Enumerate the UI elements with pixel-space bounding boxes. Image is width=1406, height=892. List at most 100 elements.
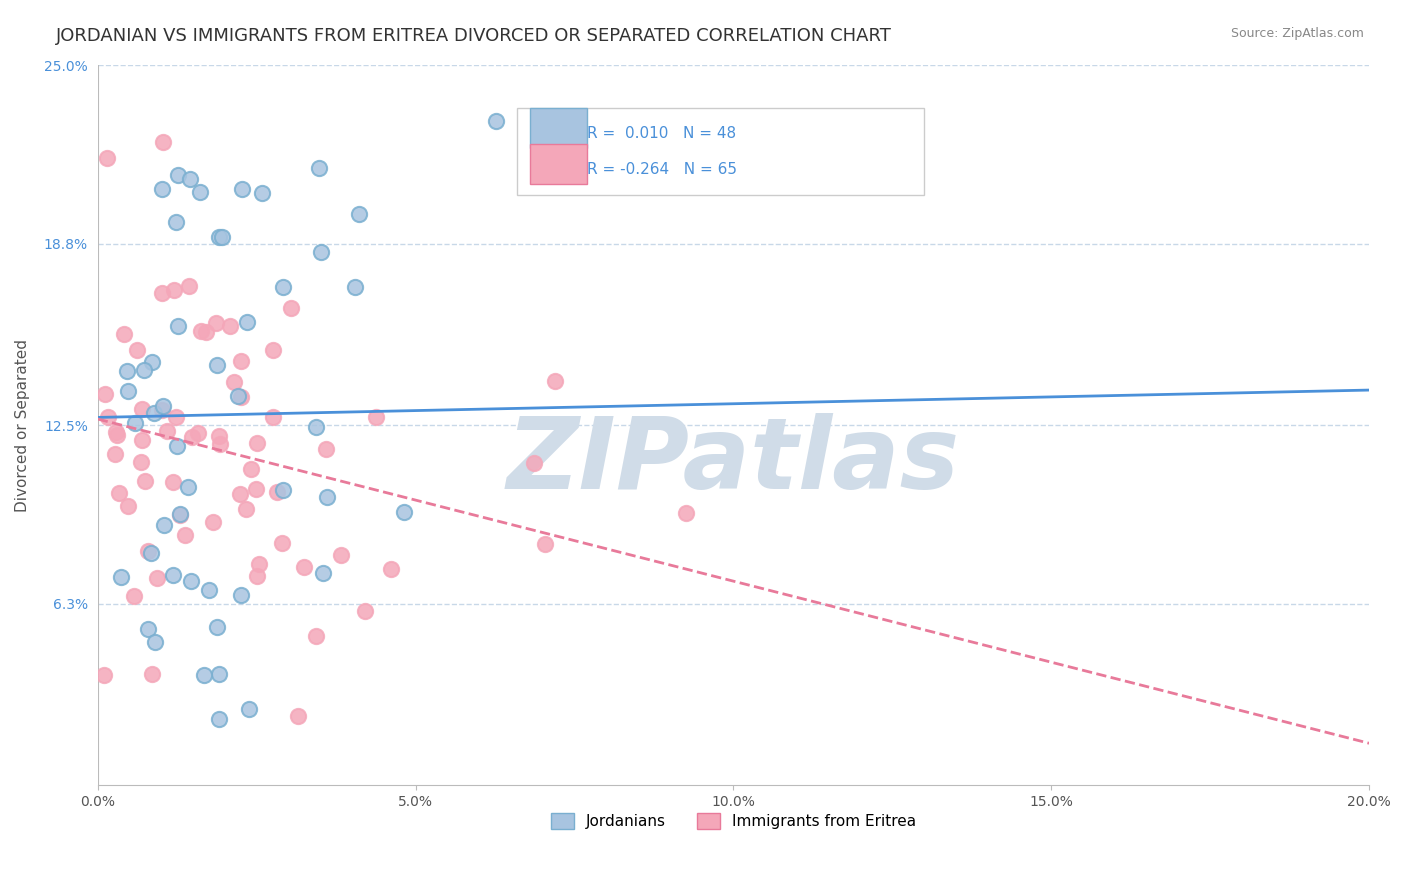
Point <box>150 182 173 196</box>
Point <box>222 375 245 389</box>
Point <box>280 301 302 315</box>
Point <box>94 387 117 401</box>
Point <box>108 486 131 500</box>
Point <box>136 544 159 558</box>
Point <box>523 456 546 470</box>
Point <box>162 568 184 582</box>
Y-axis label: Divorced or Separated: Divorced or Separated <box>15 339 30 512</box>
Point <box>131 402 153 417</box>
Point <box>229 588 252 602</box>
Point <box>247 557 270 571</box>
Point <box>174 528 197 542</box>
Point <box>343 280 366 294</box>
Point <box>208 712 231 726</box>
Point <box>112 327 135 342</box>
Text: JORDANIAN VS IMMIGRANTS FROM ERITREA DIVORCED OR SEPARATED CORRELATION CHART: JORDANIAN VS IMMIGRANTS FROM ERITREA DIV… <box>56 27 893 45</box>
Point <box>312 566 335 580</box>
Point <box>485 114 508 128</box>
Point <box>152 135 174 149</box>
Point <box>141 667 163 681</box>
Point <box>252 186 274 201</box>
Point <box>166 169 188 183</box>
Point <box>190 324 212 338</box>
Point <box>145 571 167 585</box>
Point <box>124 416 146 430</box>
Point <box>152 286 174 301</box>
Point <box>104 447 127 461</box>
Point <box>292 559 315 574</box>
Point <box>165 215 187 229</box>
Point <box>180 430 202 444</box>
FancyBboxPatch shape <box>530 108 588 148</box>
Point <box>143 406 166 420</box>
Point <box>308 161 330 176</box>
Point <box>163 283 186 297</box>
Point <box>169 508 191 522</box>
Point <box>226 389 249 403</box>
Point <box>134 474 156 488</box>
Point <box>205 620 228 634</box>
FancyBboxPatch shape <box>517 108 924 194</box>
Point <box>354 603 377 617</box>
Point <box>134 363 156 377</box>
Point <box>167 318 190 333</box>
Point <box>229 390 252 404</box>
Text: Source: ZipAtlas.com: Source: ZipAtlas.com <box>1230 27 1364 40</box>
Point <box>117 500 139 514</box>
Point <box>93 668 115 682</box>
Point <box>166 439 188 453</box>
Point <box>246 435 269 450</box>
Point <box>262 409 284 424</box>
Point <box>207 667 229 681</box>
Point <box>347 206 370 220</box>
Point <box>201 515 224 529</box>
Point <box>246 569 269 583</box>
Point <box>236 315 259 329</box>
Point <box>543 375 565 389</box>
Point <box>117 384 139 398</box>
Point <box>110 569 132 583</box>
Point <box>141 355 163 369</box>
Point <box>228 487 250 501</box>
Point <box>127 343 149 357</box>
Point <box>262 343 284 357</box>
Point <box>304 629 326 643</box>
Point <box>330 548 353 562</box>
FancyBboxPatch shape <box>530 145 588 184</box>
Point <box>105 425 128 439</box>
Point <box>271 536 294 550</box>
Point <box>364 409 387 424</box>
Point <box>156 424 179 438</box>
Point <box>194 326 217 340</box>
Point <box>152 518 174 533</box>
Text: R = -0.264   N = 65: R = -0.264 N = 65 <box>588 162 737 178</box>
Point <box>117 364 139 378</box>
Point <box>205 358 228 372</box>
Point <box>208 429 231 443</box>
Point <box>208 437 231 451</box>
Point <box>231 182 253 196</box>
Point <box>266 485 288 500</box>
Point <box>97 409 120 424</box>
Text: R =  0.010   N = 48: R = 0.010 N = 48 <box>588 127 737 141</box>
Point <box>177 278 200 293</box>
Point <box>150 402 173 417</box>
Point <box>143 635 166 649</box>
Point <box>139 546 162 560</box>
Point <box>96 151 118 165</box>
Legend: Jordanians, Immigrants from Eritrea: Jordanians, Immigrants from Eritrea <box>546 807 922 835</box>
Text: ZIPatlas: ZIPatlas <box>508 413 960 509</box>
Point <box>105 428 128 442</box>
Point <box>165 409 187 424</box>
Point <box>231 353 253 368</box>
Point <box>271 483 294 498</box>
Point <box>208 230 231 244</box>
Point <box>305 420 328 434</box>
Point <box>271 279 294 293</box>
Point <box>218 319 240 334</box>
Point <box>309 244 332 259</box>
Point <box>315 442 337 456</box>
Point <box>240 462 263 476</box>
Point <box>315 490 337 504</box>
Point <box>392 505 415 519</box>
